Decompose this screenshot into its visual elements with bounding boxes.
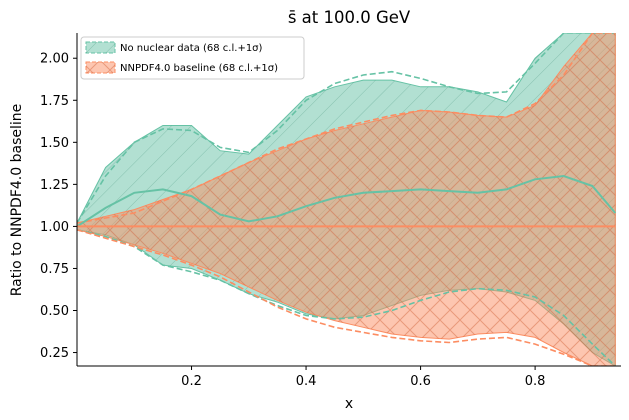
uncertainty-bands: [77, 33, 616, 366]
legend-swatch-no-nuclear-hatch: [86, 42, 115, 53]
y-tick-label: 0.50: [40, 304, 69, 319]
x-tick-label: 0.8: [525, 374, 546, 389]
y-tick-label: 1.00: [40, 220, 69, 235]
cl-upper-line-baseline: [77, 33, 616, 224]
x-tick-label: 0.4: [296, 374, 317, 389]
cl-lower-line-baseline: [77, 229, 616, 366]
cl-lower-line-no-nuclear: [77, 229, 616, 366]
y-axis-label: Ratio to NNPDF4.0 baseline: [9, 104, 25, 296]
y-tick-label: 0.25: [40, 346, 69, 361]
x-axis-label: x: [345, 396, 353, 412]
y-tick-label: 1.75: [40, 94, 69, 109]
y-tick-label: 1.25: [40, 178, 69, 193]
legend-entry-baseline: NNPDF4.0 baseline (68 c.l.+1σ): [85, 61, 278, 74]
y-ticks: 0.25 0.50 0.75 1.00 1.25 1.50 1.75 2.00: [40, 52, 77, 361]
legend-label-no-nuclear: No nuclear data (68 c.l.+1σ): [120, 43, 263, 54]
series-lines: [77, 33, 617, 366]
legend-swatch-baseline-hatch: [86, 62, 115, 73]
plot-area: [77, 33, 617, 366]
legend: No nuclear data (68 c.l.+1σ) NNPDF4.0 ba…: [80, 36, 305, 80]
chart-title: s̄ at 100.0 GeV: [288, 8, 411, 27]
central-line-no-nuclear: [77, 174, 617, 228]
x-tick-label: 0.2: [181, 374, 202, 389]
axes: 0.2 0.4 0.6 0.8 0.25 0.50 0.75 1.00 1.25 1.50 1.7…: [40, 33, 621, 389]
x-ticks: 0.2 0.4 0.6 0.8: [181, 366, 545, 389]
legend-frame: [80, 36, 305, 80]
cl-upper-line-no-nuclear: [77, 33, 616, 224]
y-tick-label: 0.75: [40, 262, 69, 277]
y-tick-label: 2.00: [40, 52, 69, 67]
legend-label-baseline: NNPDF4.0 baseline (68 c.l.+1σ): [120, 63, 278, 74]
y-tick-label: 1.50: [40, 136, 69, 151]
x-tick-label: 0.6: [410, 374, 431, 389]
legend-entry-no-nuclear: No nuclear data (68 c.l.+1σ): [85, 41, 263, 54]
